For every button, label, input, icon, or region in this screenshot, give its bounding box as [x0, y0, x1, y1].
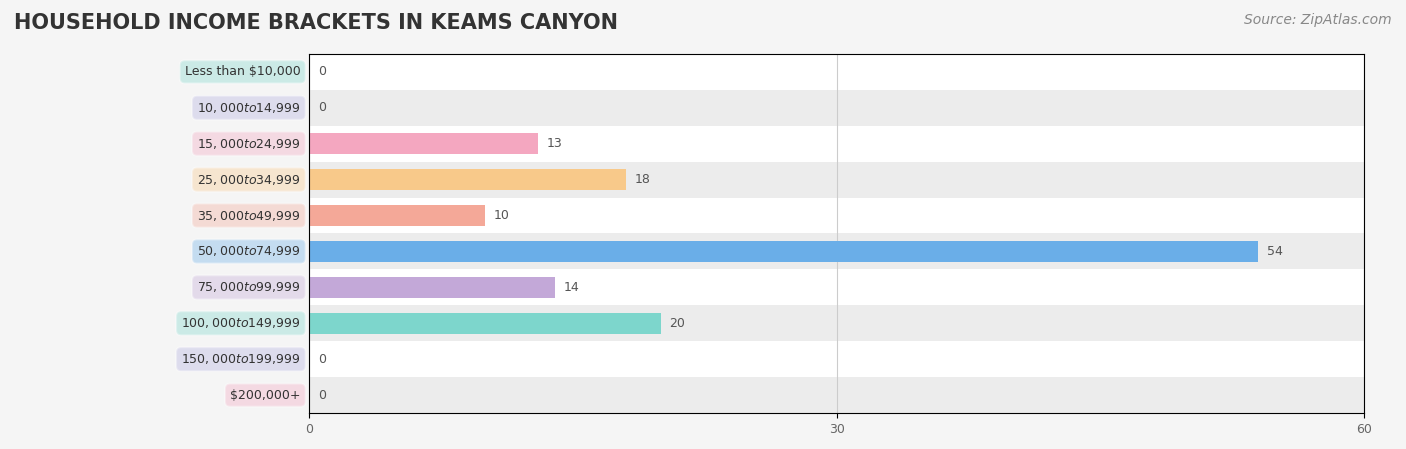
Text: 13: 13 [547, 137, 562, 150]
Bar [309, 198, 1364, 233]
Bar [309, 133, 537, 154]
Text: $15,000 to $24,999: $15,000 to $24,999 [197, 136, 301, 151]
Text: 20: 20 [669, 317, 686, 330]
Bar [309, 277, 555, 298]
Text: $35,000 to $49,999: $35,000 to $49,999 [197, 208, 301, 223]
Text: Less than $10,000: Less than $10,000 [184, 66, 301, 78]
Text: Source: ZipAtlas.com: Source: ZipAtlas.com [1244, 13, 1392, 27]
Bar [309, 233, 1364, 269]
Text: $150,000 to $199,999: $150,000 to $199,999 [181, 352, 301, 366]
Bar [309, 169, 626, 190]
Text: 0: 0 [318, 389, 326, 401]
Bar [309, 126, 1364, 162]
Text: $75,000 to $99,999: $75,000 to $99,999 [197, 280, 301, 295]
Text: $100,000 to $149,999: $100,000 to $149,999 [181, 316, 301, 330]
Bar [309, 269, 1364, 305]
Text: 0: 0 [318, 101, 326, 114]
Text: 18: 18 [634, 173, 651, 186]
Bar [309, 341, 1364, 377]
Bar [309, 205, 485, 226]
Text: 54: 54 [1267, 245, 1284, 258]
Text: $25,000 to $34,999: $25,000 to $34,999 [197, 172, 301, 187]
Bar [309, 54, 1364, 90]
Text: $200,000+: $200,000+ [231, 389, 301, 401]
Bar [309, 305, 1364, 341]
Bar [309, 162, 1364, 198]
Text: HOUSEHOLD INCOME BRACKETS IN KEAMS CANYON: HOUSEHOLD INCOME BRACKETS IN KEAMS CANYO… [14, 13, 619, 34]
Text: 14: 14 [564, 281, 579, 294]
Bar [309, 377, 1364, 413]
Text: 0: 0 [318, 66, 326, 78]
Bar [309, 90, 1364, 126]
Text: $50,000 to $74,999: $50,000 to $74,999 [197, 244, 301, 259]
Bar [309, 241, 1258, 262]
Bar [309, 313, 661, 334]
Text: $10,000 to $14,999: $10,000 to $14,999 [197, 101, 301, 115]
Text: 0: 0 [318, 353, 326, 365]
Text: 10: 10 [494, 209, 510, 222]
